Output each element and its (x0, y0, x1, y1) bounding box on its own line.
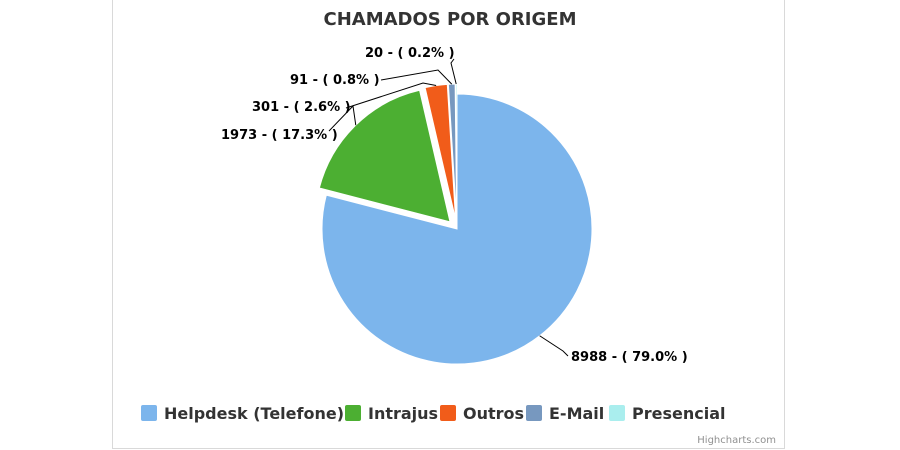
legend-swatch (440, 405, 456, 421)
chart-container: CHAMADOS POR ORIGEM 8988 - ( 79.0% ) 1973… (112, 0, 785, 449)
legend-item[interactable]: Outros (440, 404, 524, 423)
pie-slice-outros[interactable] (424, 83, 457, 220)
connector-line (345, 82, 437, 109)
legend-label: Intrajus (368, 404, 438, 423)
data-labels: 8988 - ( 79.0% ) 1973 - ( 17.3% ) 301 - ( … (221, 46, 688, 365)
data-label: 91 - ( 0.8% ) (290, 73, 380, 88)
pie-slices (318, 83, 593, 365)
pie-slice-presencial[interactable] (454, 83, 458, 220)
legend-swatch (609, 405, 625, 421)
pie-slice-intrajus[interactable] (318, 89, 451, 223)
data-label: 20 - ( 0.2% ) (365, 46, 455, 61)
legend-swatch (526, 405, 542, 421)
data-label-connectors (328, 58, 569, 357)
legend-item[interactable]: E-Mail (526, 404, 604, 423)
pie-chart: CHAMADOS POR ORIGEM 8988 - ( 79.0% ) 1973… (141, 9, 776, 446)
legend-item[interactable]: Helpdesk (Telefone) (141, 404, 344, 423)
data-label: 8988 - ( 79.0% ) (571, 350, 688, 365)
legend-label: Helpdesk (Telefone) (164, 404, 344, 423)
legend-label: Presencial (632, 404, 725, 423)
legend-swatch (141, 405, 157, 421)
data-label: 301 - ( 2.6% ) (252, 100, 351, 115)
connector-line (539, 335, 569, 357)
connector-line (450, 58, 457, 85)
legend-label: Outros (463, 404, 524, 423)
data-label: 1973 - ( 17.3% ) (221, 128, 338, 143)
legend-item[interactable]: Intrajus (345, 404, 438, 423)
legend: Helpdesk (Telefone) Intrajus Outros E-Mail P… (141, 404, 725, 423)
chart-title: CHAMADOS POR ORIGEM (324, 9, 577, 30)
legend-label: E-Mail (549, 404, 604, 423)
pie-slice-helpdesk-telefone[interactable] (321, 93, 593, 365)
connector-line (380, 69, 453, 85)
legend-swatch (345, 405, 361, 421)
legend-item[interactable]: Presencial (609, 404, 725, 423)
credits-link[interactable]: Highcharts.com (697, 435, 776, 446)
